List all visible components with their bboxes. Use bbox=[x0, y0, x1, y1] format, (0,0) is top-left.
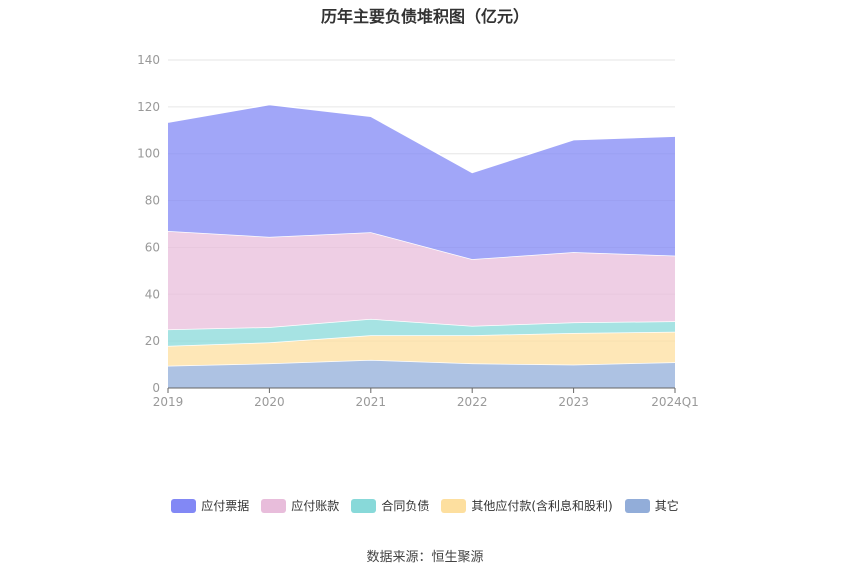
legend-label: 应付票据 bbox=[201, 499, 250, 513]
legend-label: 应付账款 bbox=[291, 499, 340, 513]
area-series-0 bbox=[168, 359, 675, 388]
legend-item-2[interactable]: 合同负债 bbox=[351, 497, 429, 514]
x-tick-label: 2023 bbox=[558, 395, 589, 409]
y-tick-label: 60 bbox=[145, 240, 160, 254]
x-tick-label: 2019 bbox=[153, 395, 184, 409]
x-tick-label: 2021 bbox=[356, 395, 387, 409]
area-series-4 bbox=[168, 104, 675, 260]
area-series-1 bbox=[168, 331, 675, 366]
legend-swatch bbox=[171, 498, 197, 513]
legend-label: 其它 bbox=[654, 499, 679, 513]
x-tick-label: 2022 bbox=[457, 395, 488, 409]
area-series-3 bbox=[168, 231, 675, 330]
area-series bbox=[167, 103, 676, 388]
legend-swatch bbox=[441, 498, 467, 513]
y-tick-label: 40 bbox=[145, 287, 160, 301]
legend-label: 合同负债 bbox=[381, 499, 430, 513]
y-tick-label: 140 bbox=[137, 53, 160, 67]
chart-title: 历年主要负债堆积图（亿元） bbox=[320, 7, 529, 26]
area-edge-4 bbox=[167, 103, 676, 174]
legend-item-0[interactable]: 应付票据 bbox=[171, 497, 249, 514]
legend-swatch bbox=[261, 498, 287, 513]
legend-item-1[interactable]: 应付账款 bbox=[261, 497, 339, 514]
legend-label: 其他应付款(含利息和股利) bbox=[471, 499, 613, 513]
data-source: 数据来源：恒生聚源 bbox=[366, 550, 484, 565]
x-tick-label: 2020 bbox=[254, 395, 285, 409]
legend-swatch bbox=[624, 498, 650, 513]
legend-swatch bbox=[351, 498, 377, 513]
legend: 应付票据 应付账款 合同负债 其他应付款(含利息和股利) 其它 bbox=[0, 497, 850, 514]
axes: 0 20 40 60 80 100 120 140 2019 2020 2021 2022 2023 20… bbox=[137, 53, 699, 409]
y-tick-label: 100 bbox=[137, 147, 160, 161]
y-tick-label: 80 bbox=[145, 194, 160, 208]
y-tick-label: 0 bbox=[152, 381, 160, 395]
legend-item-4[interactable]: 其它 bbox=[624, 497, 679, 514]
y-tick-label: 120 bbox=[137, 100, 160, 114]
y-tick-label: 20 bbox=[145, 334, 160, 348]
legend-item-3[interactable]: 其他应付款(含利息和股利) bbox=[441, 497, 613, 514]
x-tick-label: 2024Q1 bbox=[651, 395, 699, 409]
